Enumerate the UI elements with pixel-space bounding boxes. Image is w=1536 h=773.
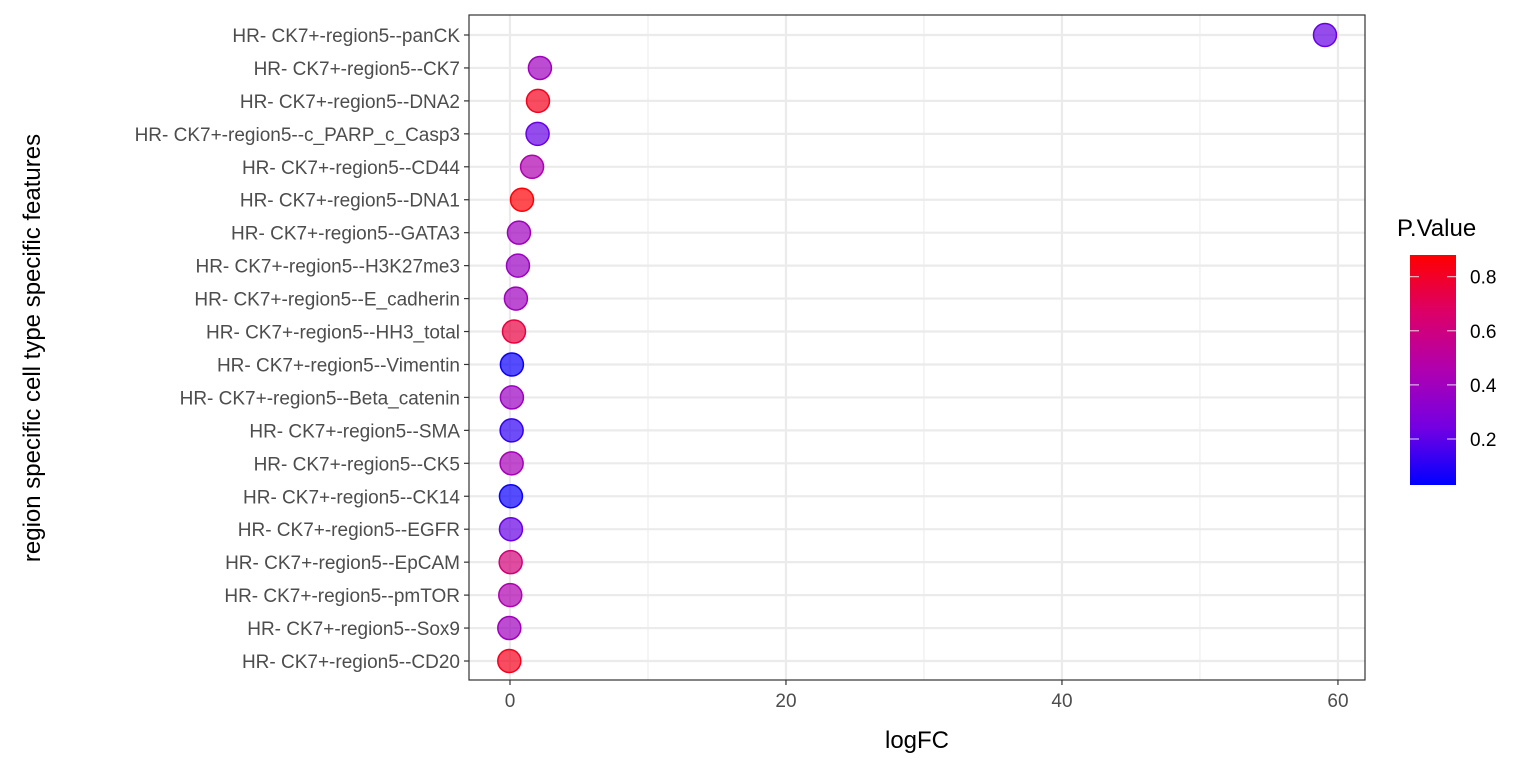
legend-tick-label: 0.2 [1470,430,1496,451]
y-tick-label: HR- CK7+-region5--Beta_catenin [180,388,460,409]
data-point [499,451,524,476]
data-point [503,286,529,311]
data-point [525,121,550,147]
data-point [499,418,524,443]
data-point [497,615,522,641]
data-point [527,55,553,81]
data-point [498,516,524,542]
legend-tick-label: 0.4 [1470,376,1497,397]
data-point [519,154,545,180]
y-axis-label: region specific cell type specific featu… [19,134,46,562]
color-legend: P.Value 0.2 0.4 0.6 0.8 [1397,215,1497,485]
y-tick-label: HR- CK7+-region5--DNA1 [240,191,460,212]
y-tick-label: HR- CK7+-region5--EGFR [238,520,460,541]
y-tick-label: HR- CK7+-region5--Sox9 [247,619,460,640]
points [497,22,1338,674]
y-tick-label: HR- CK7+-region5--EpCAM [225,553,460,574]
x-tick-label: 0 [505,691,516,712]
y-tick-label: HR- CK7+-region5--Vimentin [217,355,460,376]
data-point [498,549,523,575]
y-tick-label: HR- CK7+-region5--SMA [249,421,460,442]
x-tick-label: 60 [1327,691,1348,712]
colorbar [1410,255,1456,485]
grid [469,15,1365,680]
x-tick-label: 20 [775,691,796,712]
y-tick-label: HR- CK7+-region5--CK7 [254,59,460,80]
y-tick-label: HR- CK7+-region5--c_PARP_c_Casp3 [135,125,460,146]
plot-panel-border [468,14,1366,681]
y-tick-label: HR- CK7+-region5--E_cadherin [194,290,460,311]
legend-title: P.Value [1397,215,1476,242]
data-point [499,352,525,377]
y-tick-label: HR- CK7+-region5--pmTOR [224,586,460,607]
data-point [499,385,525,410]
x-tick-label: 40 [1051,691,1072,712]
y-tick-label: HR- CK7+-region5--panCK [232,26,460,47]
data-point [497,648,522,674]
data-point [1312,22,1338,48]
y-tick-label: HR- CK7+-region5--CK5 [254,454,460,475]
data-point [509,187,535,212]
data-point [498,484,524,509]
y-tick-label: HR- CK7+-region5--H3K27me3 [195,257,460,278]
x-axis-label: logFC [885,727,949,754]
plot-background [469,15,1365,680]
legend-tick-label: 0.6 [1470,322,1496,343]
y-tick-labels: HR- CK7+-region5--panCK HR- CK7+-region5-… [135,26,469,673]
data-point [506,220,532,245]
data-point [525,88,551,114]
data-point [505,253,531,278]
y-tick-label: HR- CK7+-region5--DNA2 [240,92,460,113]
data-point [498,582,523,608]
y-tick-label: HR- CK7+-region5--CK14 [243,487,460,508]
y-tick-label: HR- CK7+-region5--CD20 [242,652,460,673]
y-tick-label: HR- CK7+-region5--GATA3 [231,224,460,245]
y-tick-label: HR- CK7+-region5--HH3_total [206,323,460,344]
data-point [501,319,527,344]
y-tick-label: HR- CK7+-region5--CD44 [242,158,460,179]
x-tick-labels: 0 20 40 60 [505,680,1349,712]
legend-tick-label: 0.8 [1470,268,1496,289]
